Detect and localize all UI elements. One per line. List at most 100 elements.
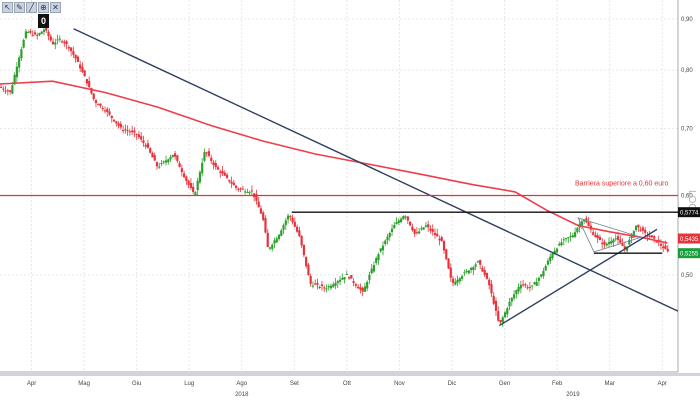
candle-up xyxy=(549,256,552,262)
candle-down xyxy=(189,183,192,189)
candle-down xyxy=(347,277,351,279)
candle-down xyxy=(445,249,448,260)
candle-up xyxy=(454,281,457,285)
candle-up xyxy=(610,240,613,244)
candle-up xyxy=(467,270,470,274)
candle-up xyxy=(512,294,516,299)
candle-up xyxy=(275,238,278,243)
candle-down xyxy=(411,226,414,231)
candle-down xyxy=(151,152,154,158)
x-tick-label: Lug xyxy=(184,381,194,387)
candle-up xyxy=(501,317,504,323)
candle-up xyxy=(537,277,541,281)
candle-down xyxy=(133,130,136,133)
candle-down xyxy=(81,66,84,72)
timeline-band xyxy=(0,373,700,376)
candle-down xyxy=(488,279,491,286)
candle-up xyxy=(508,301,511,307)
candle-up xyxy=(280,230,283,236)
x-tick-label: Ago xyxy=(236,381,247,387)
candle-down xyxy=(314,283,317,285)
candle-up xyxy=(418,231,421,234)
candle-down xyxy=(359,287,362,290)
y-axis-background xyxy=(678,0,700,372)
candle-up xyxy=(248,192,251,194)
x-tick-label: Apr xyxy=(658,381,667,387)
candle-down xyxy=(110,115,113,119)
candle-down xyxy=(192,186,195,193)
candle-down xyxy=(144,144,147,147)
candle-up xyxy=(503,312,507,318)
candle-up xyxy=(169,156,172,160)
candle-up xyxy=(167,159,170,163)
candle-down xyxy=(659,243,663,246)
candle-up xyxy=(372,265,376,272)
candle-down xyxy=(318,286,321,288)
candle-down xyxy=(438,238,441,241)
candle-down xyxy=(117,123,120,126)
candle-up xyxy=(544,265,547,271)
candle-down xyxy=(598,236,602,241)
candle-up xyxy=(506,308,509,315)
plot-area xyxy=(0,0,678,372)
x-tick-label: Giu xyxy=(132,381,141,387)
candle-up xyxy=(332,284,335,287)
candle-up xyxy=(553,250,556,255)
candle-up xyxy=(381,245,385,251)
candle-down xyxy=(180,168,183,173)
x-tick-label: Apr xyxy=(27,381,36,387)
candle-down xyxy=(449,267,452,278)
candle-down xyxy=(302,244,305,256)
candle-up xyxy=(171,154,174,158)
candle-down xyxy=(526,287,529,289)
candle-up xyxy=(18,57,21,68)
line-tool-icon[interactable]: ╱ xyxy=(26,2,37,13)
candle-up xyxy=(607,242,611,244)
x-tick-label: Set xyxy=(290,381,299,387)
candle-up xyxy=(573,232,577,237)
candle-up xyxy=(605,243,608,246)
candle-down xyxy=(4,90,7,92)
candle-up xyxy=(531,285,534,287)
candle-down xyxy=(97,104,100,106)
candle-down xyxy=(225,174,229,178)
candle-down xyxy=(653,236,656,239)
x-axis: Apr Mag Giu Lug Ago Set Ott Nov Dic Gen Feb Mar Apr 2… xyxy=(0,371,700,400)
candle-down xyxy=(309,275,312,284)
candle-down xyxy=(451,278,455,283)
candle-up xyxy=(368,274,371,280)
candle-down xyxy=(65,41,68,45)
candle-up xyxy=(476,261,480,263)
candle-down xyxy=(350,274,353,279)
candle-down xyxy=(357,286,360,289)
candle-up xyxy=(386,236,389,241)
cursor-icon[interactable]: ↖ xyxy=(2,2,13,13)
x-tick-label: Gen xyxy=(499,381,510,387)
candle-down xyxy=(494,300,498,311)
candle-up xyxy=(271,244,274,249)
candle-down xyxy=(79,64,82,69)
candle-up xyxy=(343,277,346,280)
candle-down xyxy=(406,216,409,221)
candle-down xyxy=(662,246,665,249)
candle-down xyxy=(234,185,238,188)
candle-down xyxy=(413,229,416,234)
close-icon[interactable]: ✕ xyxy=(50,2,61,13)
candle-down xyxy=(616,236,620,240)
candle-down xyxy=(644,229,647,233)
candle-down xyxy=(289,216,292,218)
candle-down xyxy=(135,133,138,135)
zoom-icon[interactable]: ⊕ xyxy=(38,2,49,13)
candle-up xyxy=(519,284,522,289)
chart-toolbar: ↖ ✎ ╱ ⊕ ✕ xyxy=(2,2,61,13)
candle-down xyxy=(447,258,450,269)
candle-up xyxy=(625,246,629,251)
candle-up xyxy=(395,222,398,225)
pencil-icon[interactable]: ✎ xyxy=(14,2,25,13)
x-tick-label: Mag xyxy=(78,381,90,387)
candles xyxy=(0,25,669,327)
candle-up xyxy=(397,220,400,224)
candle-up xyxy=(562,239,565,241)
